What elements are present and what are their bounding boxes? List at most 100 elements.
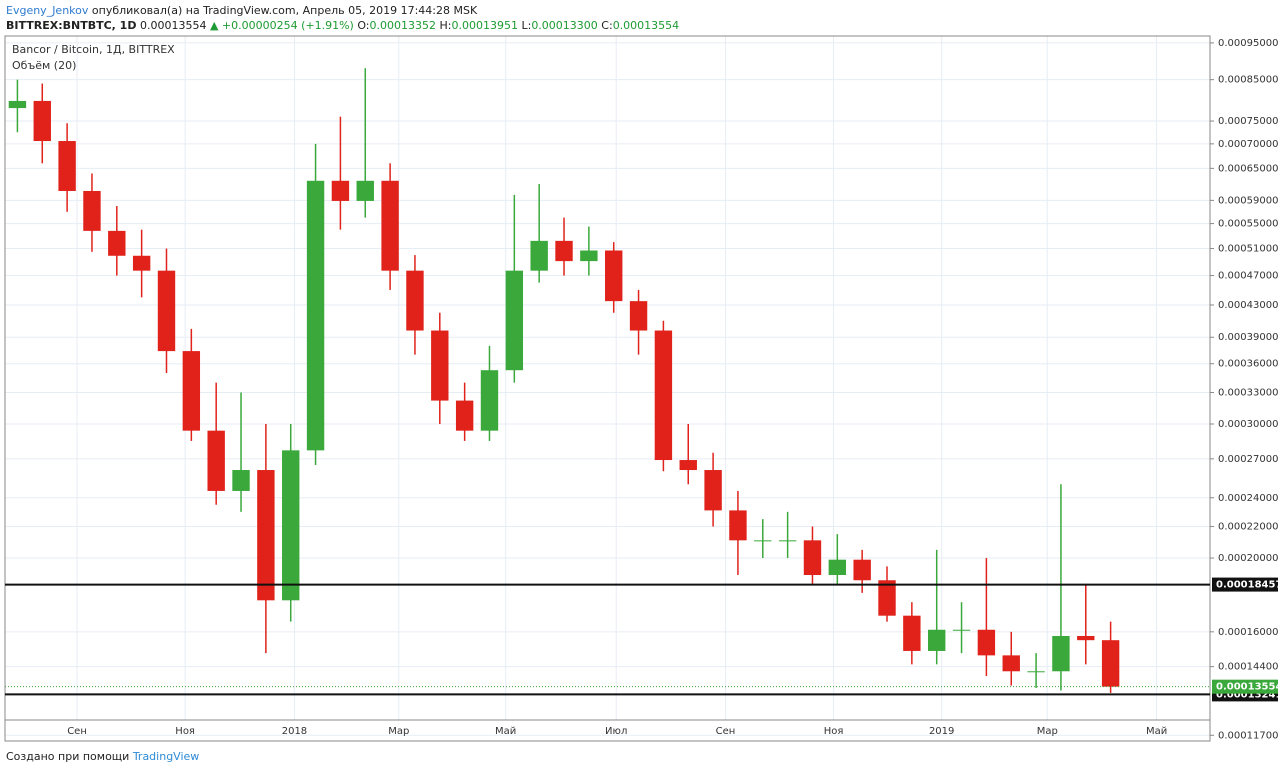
- candle-body: [1027, 671, 1045, 673]
- candle-body: [903, 615, 921, 651]
- price-tag-label: 0.00013554: [1216, 682, 1280, 693]
- y-tick-label: 0.00033000: [1218, 387, 1278, 398]
- candle-body: [853, 559, 871, 581]
- y-tick-label: 0.00027000: [1218, 454, 1278, 465]
- footer-text: Создано при помощи: [6, 750, 130, 763]
- price-tag-label: 0.00013241: [1216, 689, 1280, 700]
- price-tag: [1212, 679, 1278, 694]
- ohlc: O:0.00013352 H:0.00013951 L:0.00013300 C…: [357, 19, 679, 32]
- header: Evgeny_Jenkov опубликовал(а) на TradingV…: [6, 3, 679, 33]
- candle-body: [1052, 635, 1070, 672]
- chart-subtitle: Объём (20): [12, 59, 76, 72]
- ohlc-label: L:: [521, 19, 532, 32]
- x-tick-label: Мар: [1037, 726, 1058, 737]
- candle-body: [381, 180, 399, 271]
- y-tick-label: 0.00047000: [1218, 271, 1278, 282]
- y-tick-label: 0.00095000: [1218, 38, 1278, 49]
- candle-body: [282, 450, 300, 601]
- x-tick-label: Мар: [388, 726, 409, 737]
- author[interactable]: Evgeny_Jenkov: [6, 4, 89, 17]
- y-tick-label: 0.00011700: [1218, 730, 1278, 741]
- candle-body: [704, 470, 722, 511]
- ohlc-label: C:: [601, 19, 613, 32]
- y-tick-label: 0.00085000: [1218, 75, 1278, 86]
- x-tick-label: Май: [495, 726, 516, 737]
- change: ▲ +0.00000254 (+1.91%): [209, 19, 354, 32]
- candle-body: [356, 180, 374, 201]
- brand[interactable]: TradingView: [132, 750, 200, 763]
- candle-body: [331, 180, 350, 201]
- y-tick-label: 0.00065000: [1218, 163, 1278, 174]
- ohlc-value: 0.00013300: [531, 19, 598, 32]
- grid: [5, 36, 1210, 736]
- ohlc-label: H:: [439, 19, 452, 32]
- ohlc-label: O:: [357, 19, 370, 32]
- candle-body: [8, 100, 27, 109]
- candle-body: [431, 330, 449, 401]
- y-tick-label: 0.00051000: [1218, 244, 1278, 255]
- candle-body: [952, 629, 971, 631]
- footer: Создано при помощи TradingView: [6, 750, 199, 763]
- y-tick-label: 0.00014400: [1218, 662, 1278, 673]
- y-tick-label: 0.00070000: [1218, 139, 1278, 150]
- candle-body: [505, 270, 524, 371]
- candle-body: [778, 540, 797, 542]
- x-tick-label: 2018: [282, 726, 307, 737]
- y-tick-label: 0.00075000: [1218, 116, 1278, 127]
- chart-title: Bancor / Bitcoin, 1Д, BITTREX: [12, 43, 175, 56]
- candle-body: [83, 190, 101, 231]
- candle-body: [182, 351, 201, 431]
- candle-body: [406, 270, 424, 331]
- candle-body: [878, 580, 896, 616]
- x-tick-label: Июл: [605, 726, 627, 737]
- y-tick-label: 0.00030000: [1218, 419, 1278, 430]
- candle-body: [232, 470, 250, 491]
- y-tick-label: 0.00055000: [1218, 219, 1278, 230]
- ohlc-value: 0.00013554: [612, 19, 680, 32]
- candle-body: [132, 255, 151, 271]
- x-tick-label: Сен: [716, 726, 736, 737]
- candle-body: [58, 141, 76, 191]
- candle-body: [654, 330, 673, 461]
- candle-body: [977, 629, 996, 656]
- candle-body: [1077, 635, 1095, 641]
- candle-body: [580, 250, 598, 262]
- candle-body: [530, 240, 548, 271]
- y-tick-label: 0.00036000: [1218, 359, 1278, 370]
- y-tick-label: 0.00020000: [1218, 553, 1278, 564]
- y-tick-label: 0.00043000: [1218, 300, 1278, 311]
- candle-body: [257, 470, 275, 601]
- candle-body: [679, 460, 697, 471]
- published: опубликовал(а) на TradingView.com, Апрел…: [91, 4, 478, 17]
- candle-body: [928, 629, 946, 651]
- candle-body: [33, 100, 51, 142]
- candle-body: [828, 559, 847, 575]
- candle-body: [803, 540, 822, 575]
- candle-body: [729, 510, 747, 541]
- candle-body: [605, 250, 623, 302]
- y-tick-label: 0.00022000: [1218, 522, 1278, 533]
- candle-body: [108, 230, 126, 256]
- candle-body: [207, 430, 225, 491]
- price-tag: [1212, 577, 1278, 592]
- x-tick-label: Ноя: [824, 726, 844, 737]
- candle-body: [555, 240, 573, 262]
- y-tick-label: 0.00024000: [1218, 493, 1278, 504]
- candle-body: [480, 370, 499, 431]
- price-tag-label: 0.00018457: [1216, 580, 1280, 591]
- x-tick-label: Май: [1146, 726, 1167, 737]
- candle-body: [754, 540, 772, 542]
- price: 0.00013554: [139, 19, 207, 32]
- candle-body: [1002, 655, 1020, 672]
- plot-frame: [4, 35, 1211, 742]
- y-tick-label: 0.00059000: [1218, 195, 1278, 206]
- y-tick-label: 0.00016000: [1218, 627, 1278, 638]
- symbol: BITTREX:BNTBTC, 1D: [6, 19, 137, 32]
- candle-body: [157, 270, 176, 352]
- candle-body: [455, 400, 474, 431]
- x-tick-label: Ноя: [175, 726, 195, 737]
- candle-body: [306, 180, 325, 451]
- x-tick-label: 2019: [929, 726, 954, 737]
- ohlc-value: 0.00013951: [451, 19, 518, 32]
